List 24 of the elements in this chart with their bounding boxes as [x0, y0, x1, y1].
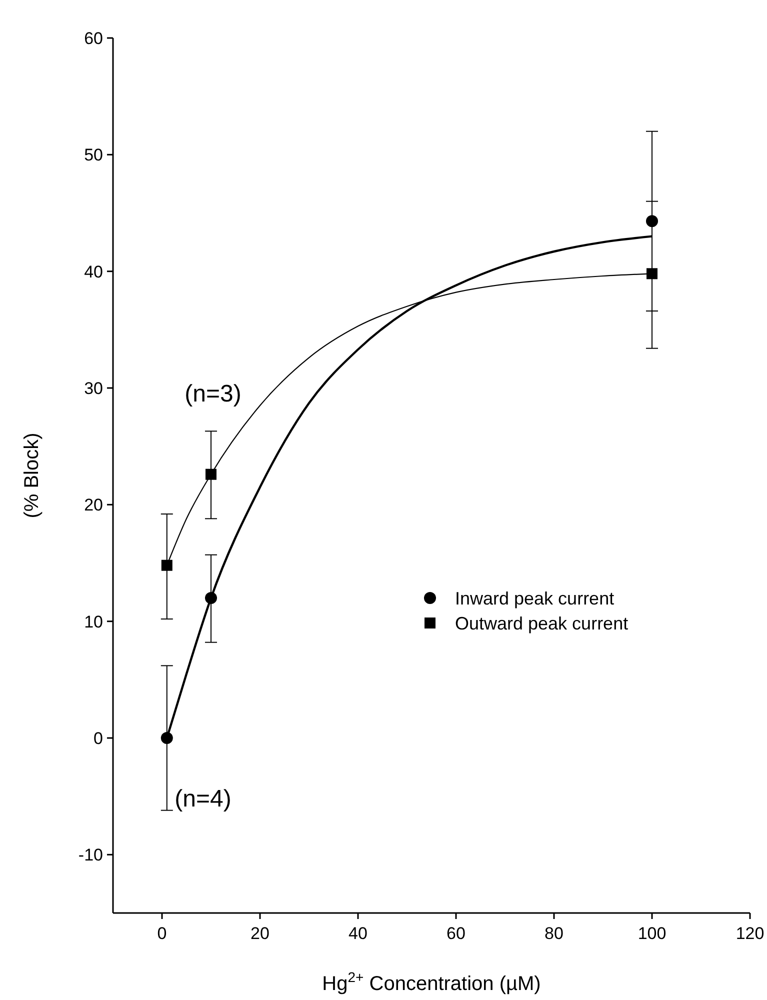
x-tick-label: 100 [638, 924, 666, 943]
x-tick-label: 0 [157, 924, 167, 943]
y-tick-label: 60 [84, 28, 103, 48]
x-axis-title: Hg$^{2+}$ Concentration (µM) [322, 969, 541, 995]
annotation: (n=4) [174, 785, 232, 812]
y-axis-title: (% Block) [21, 432, 43, 518]
y-tick-label: 30 [84, 378, 103, 398]
x-tick-label: 80 [544, 924, 564, 943]
point [646, 215, 658, 228]
annotation: (n=3) [184, 380, 242, 408]
x-tick-label: 120 [736, 924, 764, 943]
y-tick-label: 40 [84, 262, 103, 282]
y-tick-label: 50 [84, 146, 103, 165]
y-tick-label: 20 [84, 496, 103, 515]
y-tick-label: 0 [94, 728, 103, 748]
legend-label: Outward peak current [455, 613, 628, 634]
point [161, 560, 172, 571]
y-tick-label: 10 [84, 612, 103, 632]
x-tick-label: 20 [250, 924, 270, 943]
x-tick-label: 60 [446, 924, 466, 943]
y-tick-label: -10 [78, 846, 103, 865]
point [646, 268, 658, 280]
legend-label: Inward peak current [455, 588, 614, 608]
x-tick-label: 40 [348, 924, 368, 943]
